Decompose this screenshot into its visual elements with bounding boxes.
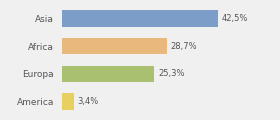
Text: 3,4%: 3,4% xyxy=(78,97,99,106)
Text: 42,5%: 42,5% xyxy=(221,14,248,23)
Bar xyxy=(62,93,74,110)
Text: 28,7%: 28,7% xyxy=(171,42,197,51)
Bar xyxy=(62,10,218,27)
Text: 25,3%: 25,3% xyxy=(158,69,185,78)
Bar xyxy=(62,66,155,82)
Bar xyxy=(62,38,167,54)
